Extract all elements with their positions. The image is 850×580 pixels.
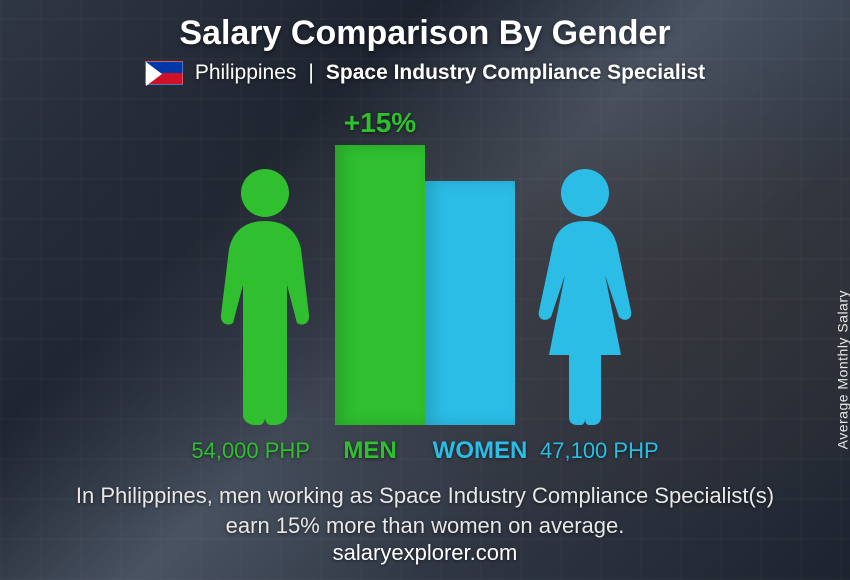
female-category-label: WOMEN xyxy=(430,437,530,465)
job-title-label: Space Industry Compliance Specialist xyxy=(326,61,705,85)
male-bar-block: +15% xyxy=(335,107,425,425)
female-group xyxy=(425,165,645,425)
male-person-icon xyxy=(205,165,325,425)
subtitle-row: Philippines | Space Industry Compliance … xyxy=(145,61,705,85)
philippines-flag-icon xyxy=(145,61,183,85)
country-label: Philippines xyxy=(195,61,297,85)
female-bar-block xyxy=(425,181,515,425)
female-salary-value: 47,100 PHP xyxy=(540,438,730,464)
female-person-icon xyxy=(525,165,645,425)
male-group: +15% xyxy=(205,107,425,425)
footer-site: salaryexplorer.com xyxy=(0,540,850,566)
female-bar xyxy=(425,181,515,425)
male-bar xyxy=(335,145,425,425)
pct-diff-label: +15% xyxy=(344,107,416,139)
description-text: In Philippines, men working as Space Ind… xyxy=(55,481,795,540)
separator: | xyxy=(308,61,313,85)
bar-chart: +15% xyxy=(65,95,785,425)
page-title: Salary Comparison By Gender xyxy=(179,14,670,53)
male-category-label: MEN xyxy=(320,437,420,465)
labels-row: 54,000 PHP MEN WOMEN 47,100 PHP xyxy=(65,437,785,465)
male-salary-value: 54,000 PHP xyxy=(120,438,310,464)
y-axis-label: Average Monthly Salary xyxy=(834,290,850,449)
infographic-content: Salary Comparison By Gender Philippines … xyxy=(0,0,850,580)
